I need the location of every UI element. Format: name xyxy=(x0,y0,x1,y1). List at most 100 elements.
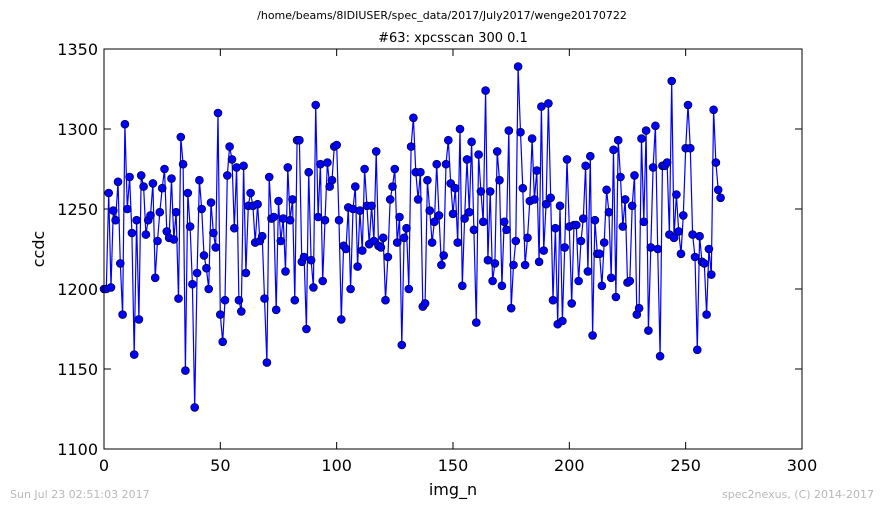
data-point xyxy=(539,246,549,255)
data-point xyxy=(613,135,623,145)
data-point xyxy=(639,217,649,227)
x-tick-label: 0 xyxy=(99,456,109,475)
data-point xyxy=(439,251,449,260)
data-point xyxy=(304,167,314,177)
data-point xyxy=(625,276,635,286)
data-point xyxy=(548,295,558,305)
data-point xyxy=(367,201,376,211)
data-point xyxy=(390,164,400,174)
data-point xyxy=(195,175,204,185)
data-point xyxy=(478,217,488,227)
data-point xyxy=(355,206,365,215)
data-point xyxy=(448,209,458,219)
data-point xyxy=(176,132,186,142)
data-markers xyxy=(99,62,725,412)
data-point xyxy=(490,259,500,268)
data-point xyxy=(225,142,234,151)
x-tick-label: 300 xyxy=(787,456,818,475)
data-point xyxy=(546,193,556,203)
data-point xyxy=(167,174,176,183)
data-point xyxy=(327,175,337,185)
x-tick-label: 50 xyxy=(210,456,230,475)
data-point xyxy=(323,158,332,167)
data-point xyxy=(488,276,497,286)
data-point xyxy=(120,119,130,129)
data-point xyxy=(630,171,639,180)
data-point xyxy=(702,310,711,319)
data-point xyxy=(588,331,597,340)
data-point xyxy=(276,236,286,246)
data-point xyxy=(181,366,190,375)
x-tick-label: 250 xyxy=(670,456,701,475)
data-point xyxy=(383,252,393,262)
data-point xyxy=(690,252,700,262)
data-point xyxy=(464,207,474,217)
data-point xyxy=(711,158,721,167)
data-point xyxy=(420,299,430,308)
data-point xyxy=(309,283,318,292)
data-point xyxy=(532,166,542,175)
data-point xyxy=(106,283,116,292)
data-point xyxy=(709,105,718,115)
x-tick-label: 200 xyxy=(554,456,585,475)
data-point xyxy=(376,243,386,252)
data-point xyxy=(434,211,444,220)
data-point xyxy=(558,316,567,326)
data-point xyxy=(178,159,188,169)
data-point xyxy=(216,310,225,319)
data-point xyxy=(574,276,583,286)
data-point xyxy=(595,249,604,259)
data-point xyxy=(350,182,360,191)
data-point xyxy=(437,260,446,270)
data-point xyxy=(506,303,516,313)
data-point xyxy=(597,281,607,291)
data-point xyxy=(423,175,432,185)
data-point xyxy=(129,350,139,359)
data-point xyxy=(116,259,125,268)
data-point xyxy=(188,279,197,289)
data-point xyxy=(253,199,262,209)
data-point xyxy=(227,155,237,164)
data-point xyxy=(583,267,593,276)
data-point xyxy=(655,351,665,361)
data-point xyxy=(627,201,637,211)
data-point xyxy=(455,124,465,134)
data-point xyxy=(699,259,709,268)
data-point xyxy=(534,257,544,267)
data-point xyxy=(430,217,439,227)
data-point xyxy=(683,100,693,110)
data-point xyxy=(318,276,328,286)
data-point xyxy=(416,167,425,177)
y-tick-label: 1250 xyxy=(57,200,98,219)
data-point xyxy=(139,182,148,191)
data-point xyxy=(271,305,281,315)
data-point xyxy=(716,193,725,203)
data-point xyxy=(299,252,309,262)
data-point xyxy=(692,345,702,355)
data-point xyxy=(113,177,123,187)
data-point xyxy=(471,318,481,327)
data-point xyxy=(237,307,246,316)
data-point xyxy=(190,403,199,412)
x-tick-label: 150 xyxy=(438,456,469,475)
data-point xyxy=(360,164,369,174)
data-point xyxy=(169,235,179,244)
data-point xyxy=(704,244,714,254)
data-point xyxy=(678,211,688,220)
data-point xyxy=(232,163,241,172)
data-point xyxy=(230,223,239,233)
data-point xyxy=(136,171,146,180)
data-point xyxy=(311,100,321,110)
data-point xyxy=(504,126,514,135)
data-point xyxy=(653,244,663,254)
data-point xyxy=(695,231,704,241)
data-point xyxy=(544,99,553,108)
data-point xyxy=(634,303,644,313)
data-point xyxy=(155,207,165,217)
data-point xyxy=(509,260,518,270)
y-tick-label: 1100 xyxy=(57,440,98,459)
data-point xyxy=(123,204,132,214)
data-point xyxy=(616,172,625,182)
data-point xyxy=(637,134,646,143)
data-point xyxy=(667,76,677,86)
